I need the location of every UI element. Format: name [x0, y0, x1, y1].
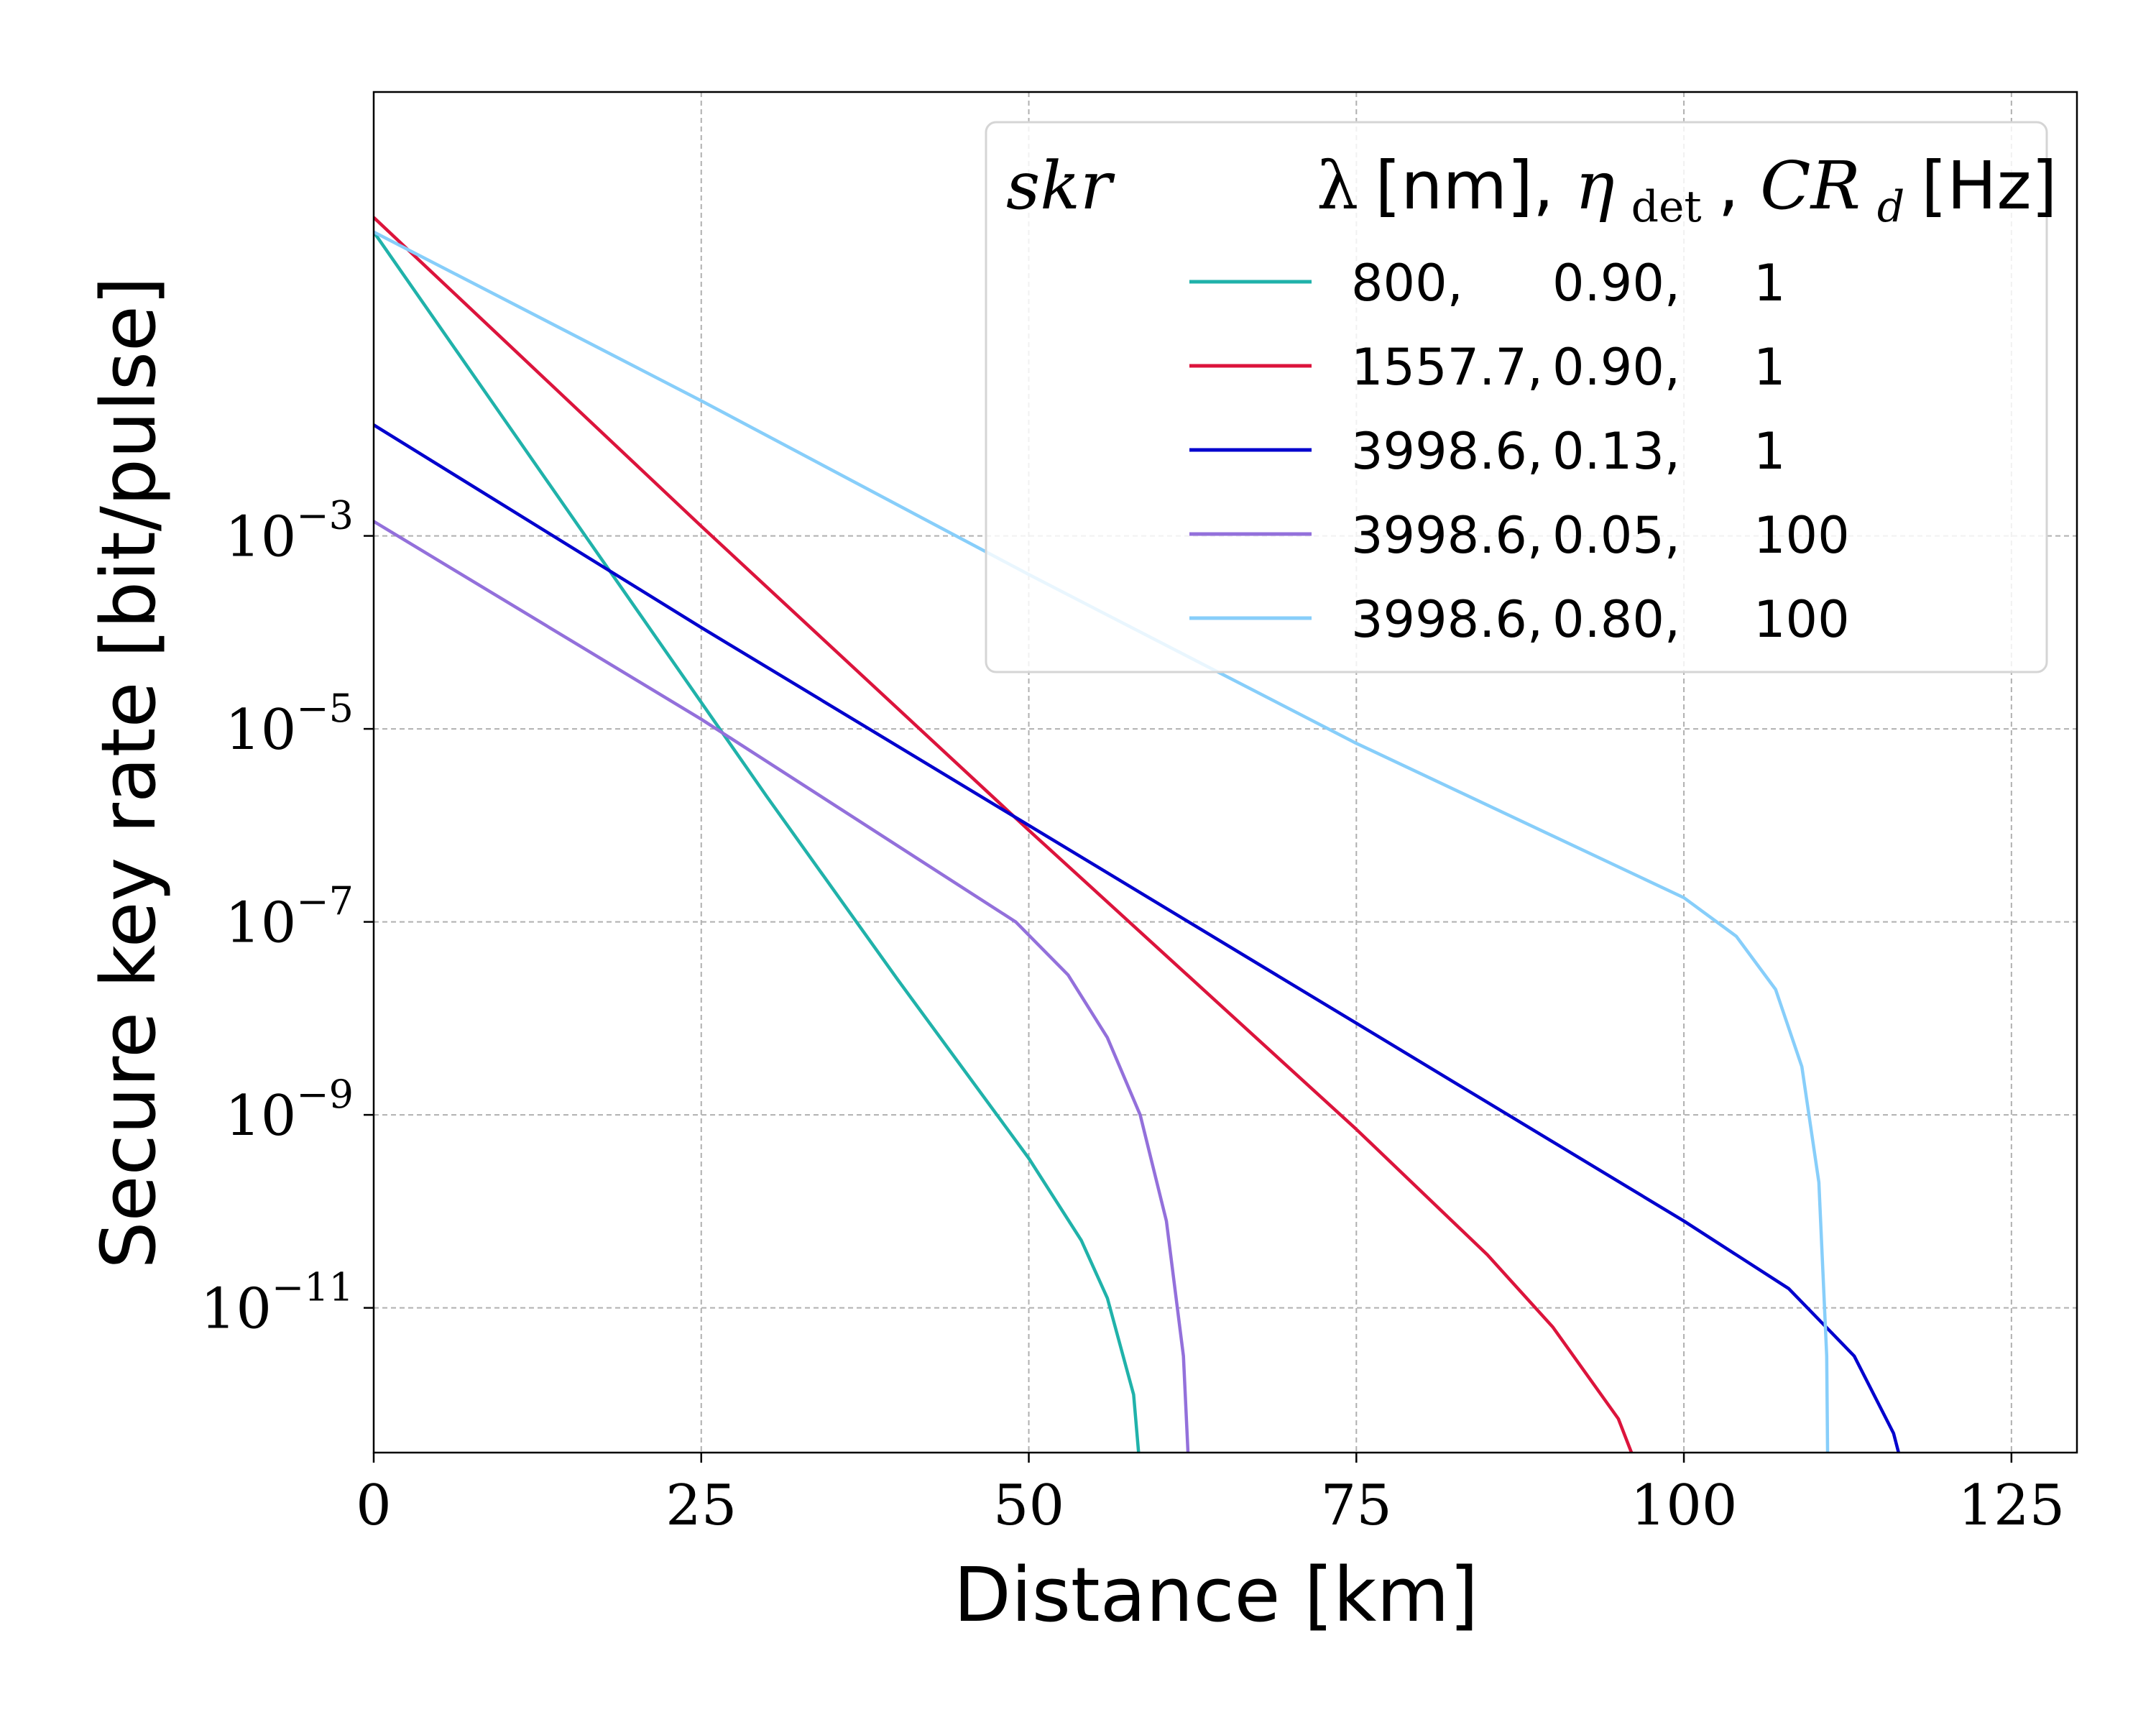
x-axis-ticks: 0 25 50 75 100 125 — [356, 1453, 2065, 1538]
legend-label-1-col3: 1 — [1754, 254, 1786, 313]
x-axis-label: Distance [km] — [954, 1551, 1479, 1639]
series-line-3 — [374, 423, 1901, 1453]
legend-label-3-col3: 1 — [1754, 422, 1786, 481]
legend-nm-unit: [nm], — [1375, 147, 1575, 224]
legend-label-4-col3: 100 — [1754, 506, 1850, 565]
y-tick-base: 10 — [225, 505, 296, 570]
legend-eta-subscript: det — [1631, 182, 1702, 232]
series-line-1 — [374, 231, 1141, 1453]
legend-title-columns: λ [nm], η det , CR d [Hz] — [1317, 147, 2058, 236]
legend-comma: , — [1718, 147, 1761, 224]
y-tick-exponent: −9 — [296, 1072, 354, 1117]
legend-cr-symbol: CR — [1760, 147, 1861, 224]
legend-label-3-col1: 3998.6, — [1351, 422, 1543, 481]
legend-label-1-col1: 800, — [1351, 254, 1463, 313]
x-tick-label: 125 — [1958, 1473, 2065, 1538]
x-tick-label: 50 — [993, 1473, 1064, 1538]
y-tick-exponent: −11 — [272, 1265, 354, 1310]
y-axis-label: Secure key rate [bit/pulse] — [85, 277, 172, 1269]
legend-hz-unit: [Hz] — [1921, 147, 2057, 224]
legend-label-4-col2: 0.05, — [1552, 506, 1680, 565]
legend-lambda-symbol: λ — [1317, 147, 1358, 224]
legend-label-4-col1: 3998.6, — [1351, 506, 1543, 565]
legend-label-2-col3: 1 — [1754, 338, 1786, 397]
y-tick-label: 10−7 — [225, 879, 354, 956]
y-tick-exponent: −3 — [296, 493, 354, 538]
legend-label-2-col1: 1557.7, — [1351, 338, 1543, 397]
y-tick-label: 10−3 — [225, 493, 354, 570]
series-line-5 — [374, 230, 1830, 1453]
y-axis-ticks: 10−310−510−710−910−11 — [201, 493, 374, 1342]
y-tick-base: 10 — [225, 698, 296, 763]
series-line-2 — [374, 216, 1634, 1453]
legend-label-1-col2: 0.90, — [1552, 254, 1680, 313]
y-tick-exponent: −7 — [296, 879, 354, 924]
legend-label-5-col3: 100 — [1754, 590, 1850, 649]
series-lines — [374, 216, 1901, 1453]
legend-label-3-col2: 0.13, — [1552, 422, 1680, 481]
x-tick-label: 100 — [1631, 1473, 1738, 1538]
legend-label-2-col2: 0.90, — [1552, 338, 1680, 397]
y-tick-label: 10−11 — [201, 1265, 354, 1342]
plot-frame — [372, 91, 2078, 1454]
y-tick-base: 10 — [225, 1084, 296, 1149]
y-tick-base: 10 — [225, 891, 296, 956]
y-tick-label: 10−5 — [225, 686, 354, 763]
y-tick-base: 10 — [201, 1277, 272, 1342]
y-tick-exponent: −5 — [296, 686, 354, 731]
legend-label-5-col2: 0.80, — [1552, 590, 1680, 649]
series-line-4 — [374, 520, 1190, 1453]
legend-label-5-col1: 3998.6, — [1351, 590, 1543, 649]
legend: skr λ [nm], η det , CR d [Hz] 800, 0.90, 1… — [985, 121, 2058, 673]
legend-cr-subscript: d — [1877, 182, 1904, 232]
legend-eta-symbol: η — [1575, 147, 1615, 224]
x-tick-label: 75 — [1321, 1473, 1392, 1538]
x-tick-label: 25 — [665, 1473, 737, 1538]
x-tick-label: 0 — [356, 1473, 392, 1538]
y-tick-label: 10−9 — [225, 1072, 354, 1149]
legend-title-skr: skr — [1006, 147, 1115, 224]
